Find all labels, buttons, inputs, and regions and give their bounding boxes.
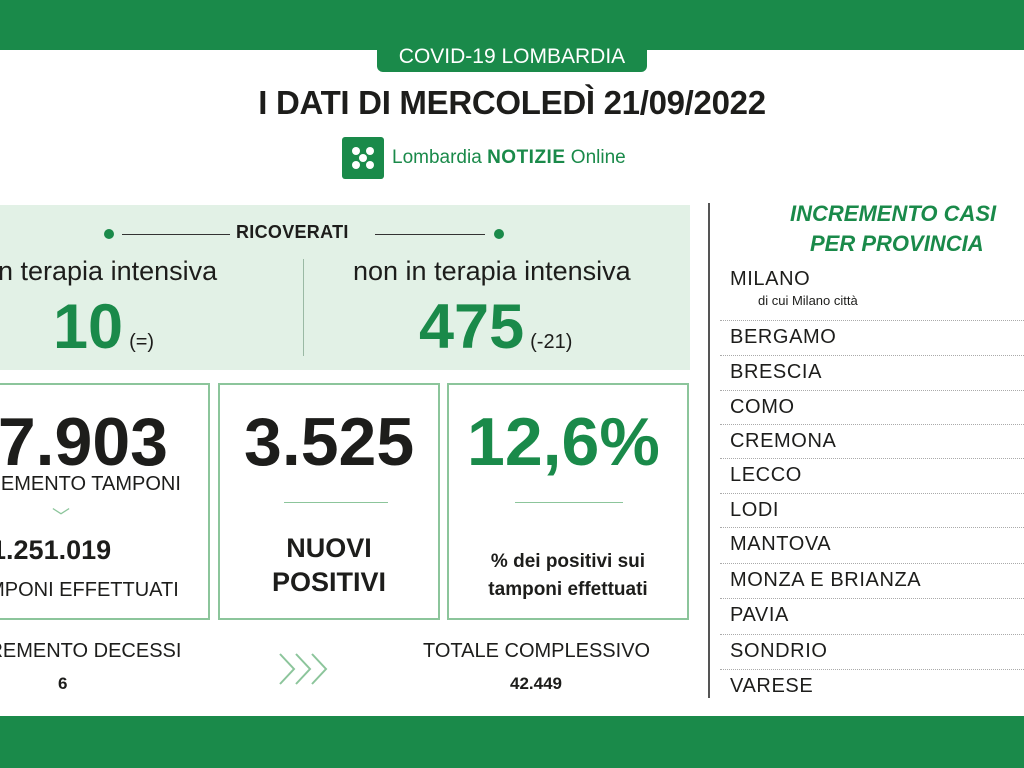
- intensive-value-row: 10 (=): [53, 291, 154, 363]
- intensive-delta: (=): [129, 331, 155, 353]
- province-row: PAVIA: [720, 599, 1024, 635]
- positivi-divider: [284, 502, 388, 503]
- brand-name: Lombardia NOTIZIE Online: [392, 147, 626, 169]
- brand-plain: Lombardia: [392, 147, 482, 168]
- ricoverati-panel: RICOVERATI in terapia intensiva 10 (=) no…: [0, 205, 690, 370]
- province-row: SONDRIO: [720, 635, 1024, 670]
- ricoverati-dot-left: [104, 229, 114, 239]
- lombardia-logo-icon: [342, 137, 384, 179]
- vertical-separator: [708, 203, 710, 698]
- intensive-label: in terapia intensiva: [0, 256, 218, 286]
- positivi-value: 3.525: [244, 404, 415, 480]
- province-title-line-1: INCREMENTO CASI: [790, 201, 997, 226]
- province-title: INCREMENTO CASI PER PROVINCIA: [790, 199, 996, 259]
- province-name-milano: MILANO: [730, 268, 811, 290]
- ricoverati-divider: [303, 259, 304, 356]
- province-row: COMO: [720, 391, 1024, 425]
- totale-label: TOTALE COMPLESSIVO: [423, 640, 651, 662]
- province-row: VARESE: [730, 675, 814, 697]
- percent-label-2: tamponi effettuati: [488, 579, 648, 600]
- decessi-label: INCREMENTO DECESSI: [0, 640, 182, 662]
- province-row: LECCO: [720, 459, 1024, 494]
- non-intensive-value: 475: [419, 292, 525, 362]
- brand-bold: NOTIZIE: [487, 147, 566, 168]
- tamponi-total: 31.251.019: [0, 535, 112, 565]
- province-row: CREMONA: [720, 425, 1024, 459]
- positivi-box: 3.525 NUOVI POSITIVI: [218, 383, 440, 620]
- tamponi-value: 17.903: [0, 404, 168, 480]
- brand-suffix: Online: [570, 147, 626, 168]
- province-row: BERGAMO: [720, 321, 1024, 356]
- triple-chevron-icon: [276, 650, 336, 693]
- non-intensive-value-row: 475 (-21): [419, 291, 572, 363]
- percent-value: 12,6%: [467, 404, 660, 480]
- page-title: I DATI DI MERCOLEDÌ 21/09/2022: [258, 84, 766, 121]
- chevron-down-icon: ﹀: [52, 507, 70, 527]
- province-row: MANTOVA: [720, 528, 1024, 564]
- province-row-milano: MILANO di cui Milano città: [720, 264, 1024, 321]
- region-tag: COVID-19 LOMBARDIA: [377, 42, 647, 72]
- non-intensive-label: non in terapia intensiva: [353, 256, 631, 286]
- top-band: [0, 0, 1024, 50]
- brand: Lombardia NOTIZIE Online: [342, 137, 626, 179]
- ricoverati-label: RICOVERATI: [236, 222, 349, 242]
- province-row: LODI: [720, 494, 1024, 528]
- province-title-line-2: PER PROVINCIA: [810, 231, 984, 256]
- tamponi-label: INCREMENTO TAMPONI: [0, 473, 181, 495]
- positivi-label-1: NUOVI: [286, 533, 372, 563]
- tamponi-box: 17.903 INCREMENTO TAMPONI ﹀ 31.251.019 T…: [0, 383, 210, 620]
- province-sub-milano-citta: di cui Milano città: [758, 293, 858, 308]
- province-row: MONZA E BRIANZA: [720, 564, 1024, 599]
- decessi-value: 6: [58, 674, 68, 693]
- percent-label-1: % dei positivi sui: [490, 551, 646, 572]
- ricoverati-line-left: [122, 234, 230, 235]
- province-row: BRESCIA: [720, 356, 1024, 391]
- ricoverati-dot-right: [494, 229, 504, 239]
- bottom-band: [0, 716, 1024, 768]
- ricoverati-line-right: [375, 234, 485, 235]
- province-list: MILANO di cui Milano città BERGAMO BRESC…: [720, 264, 1024, 704]
- tamponi-total-label: TAMPONI EFFETTUATI: [0, 579, 179, 601]
- positivi-label-2: POSITIVI: [271, 567, 387, 597]
- totale-value: 42.449: [510, 674, 562, 693]
- non-intensive-delta: (-21): [530, 331, 573, 353]
- intensive-value: 10: [53, 292, 124, 362]
- percent-divider: [515, 502, 623, 503]
- percent-box: 12,6% % dei positivi sui tamponi effettu…: [447, 383, 689, 620]
